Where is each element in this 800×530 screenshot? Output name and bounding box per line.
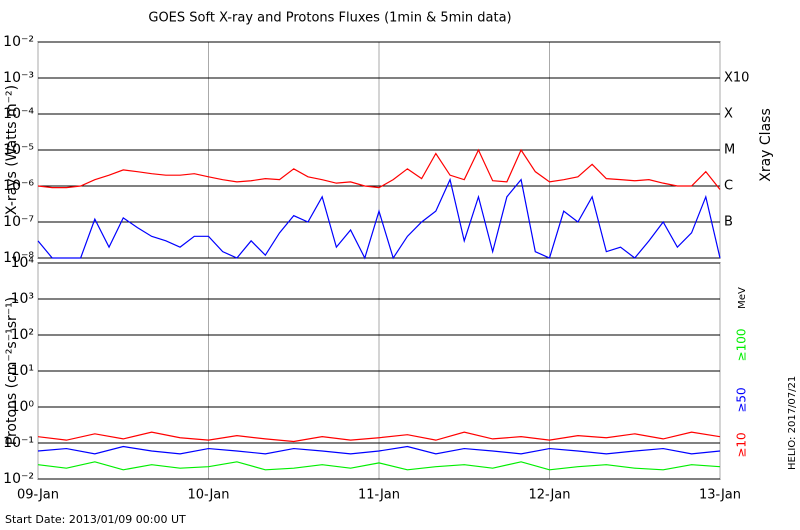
series-line (37, 445, 721, 455)
y-axis-label: X-rays (Watts m⁻²) (4, 85, 20, 215)
y-tick-label: 10³ (11, 291, 34, 307)
x-tick-label: 10-Jan (188, 488, 230, 503)
class-label: X (724, 107, 733, 122)
legend-entry: ≥50 (735, 387, 749, 412)
start-date: Start Date: 2013/01/09 00:00 UT (5, 513, 186, 526)
y-axis-label: Protons (cm⁻²s⁻¹sr⁻¹) (4, 297, 20, 446)
y-tick-label: 10⁻⁶ (3, 178, 34, 194)
y-tick-label: 10¹ (11, 363, 34, 379)
series-line (37, 431, 721, 443)
x-tick-label: 11-Jan (358, 488, 400, 503)
class-label: X10 (724, 71, 749, 86)
y-tick-label: 10⁰ (11, 399, 35, 415)
legend-entry: ≥10 (735, 432, 749, 457)
chart-title: GOES Soft X-ray and Protons Fluxes (1min… (148, 11, 511, 26)
y-tick-label: 10⁻² (3, 34, 34, 50)
y-tick-label: 10² (11, 327, 34, 343)
y-tick-label: 10⁻⁵ (3, 142, 34, 158)
class-label: M (724, 143, 735, 158)
series-line (37, 177, 721, 260)
series-line (37, 148, 721, 190)
y-tick-label: 10⁻⁷ (3, 214, 34, 230)
legend-title: MeV (737, 287, 748, 309)
y-tick-label: 10⁻⁴ (3, 106, 34, 122)
credit: HELIO: 2017/07/21 (787, 376, 798, 470)
y-tick-label: 10⁻² (3, 471, 34, 487)
x-tick-label: 13-Jan (699, 488, 741, 503)
y-tick-label: 10⁴ (11, 255, 35, 271)
class-label: B (724, 215, 733, 230)
legend-entry: ≥100 (735, 329, 749, 362)
class-label: C (724, 179, 733, 194)
y-tick-label: 10⁻¹ (3, 435, 34, 451)
y-tick-label: 10⁻³ (3, 70, 34, 86)
x-tick-label: 12-Jan (529, 488, 571, 503)
series-line (37, 461, 721, 471)
y2-axis-label: Xray Class (758, 108, 774, 182)
x-tick-label: 09-Jan (17, 488, 59, 503)
y-tick-label: 10⁻⁸ (3, 250, 34, 266)
